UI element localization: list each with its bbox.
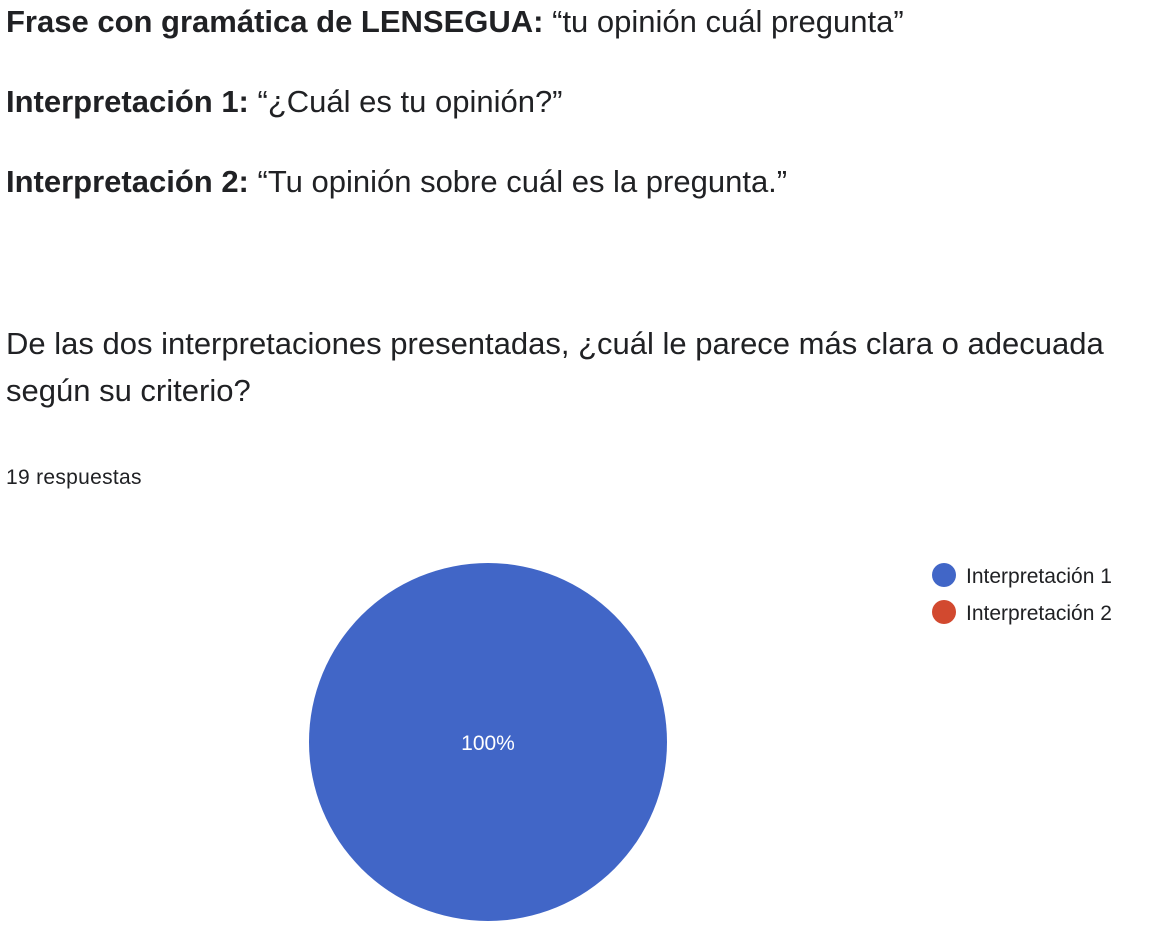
interpretation-1-label: Interpretación 1: xyxy=(6,84,249,119)
legend-swatch xyxy=(932,563,956,587)
interpretation-2-line: Interpretación 2: “Tu opinión sobre cuál… xyxy=(6,162,787,202)
phrase-label: Frase con gramática de LENSEGUA: xyxy=(6,4,544,39)
pie-legend: Interpretación 1 Interpretación 2 xyxy=(932,563,1112,625)
legend-label: Interpretación 1 xyxy=(966,565,1112,588)
interpretation-2-text: “Tu opinión sobre cuál es la pregunta.” xyxy=(258,164,788,199)
interpretation-2-label: Interpretación 2: xyxy=(6,164,249,199)
pie-chart: 100% Interpretación 1 Interpretación 2 xyxy=(0,520,1156,936)
interpretation-1-line: Interpretación 1: “¿Cuál es tu opinión?” xyxy=(6,82,563,122)
interpretation-1-text: “¿Cuál es tu opinión?” xyxy=(258,84,563,119)
phrase-text: “tu opinión cuál pregunta” xyxy=(552,4,904,39)
legend-label: Interpretación 2 xyxy=(966,602,1112,625)
question-title: De las dos interpretaciones presentadas,… xyxy=(6,320,1106,414)
phrase-line: Frase con gramática de LENSEGUA: “tu opi… xyxy=(6,2,904,42)
response-count: 19 respuestas xyxy=(6,464,142,492)
pie-labels: 100% xyxy=(461,732,515,755)
pie-slice-label: 100% xyxy=(461,732,515,755)
legend-swatch xyxy=(932,600,956,624)
